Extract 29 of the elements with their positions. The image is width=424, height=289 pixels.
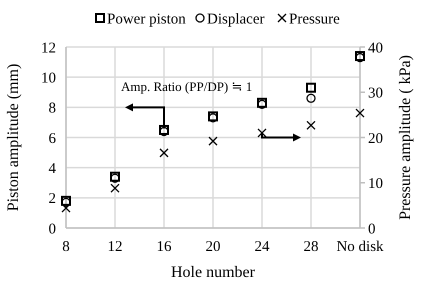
y2-tick-label: 30 — [368, 86, 383, 102]
x-tick-label: 16 — [156, 239, 172, 255]
y-tick-label: 6 — [48, 130, 56, 147]
x-axis-title: Hole number — [171, 264, 256, 281]
y2-tick-label: 0 — [368, 221, 376, 238]
y-tick-label: 4 — [48, 160, 56, 177]
x-tick-label: 8 — [62, 239, 70, 255]
y-tick-label: 8 — [48, 100, 56, 117]
y2-tick-label: 40 — [368, 40, 383, 56]
point — [306, 82, 316, 93]
x-tick-label: 28 — [304, 239, 318, 255]
y2-axis-title: Pressure amplitude ( kPa) — [397, 55, 414, 220]
legend-label: Displacer — [207, 11, 264, 28]
y-tick-label: 10 — [41, 70, 56, 86]
annotation: Amp. Ratio (PP/DP) ≒ 1 — [121, 79, 252, 94]
y-axis-title: Piston amplitude (mm) — [5, 64, 22, 212]
legend-label: Power piston — [107, 11, 186, 28]
x-tick-label: No disk — [336, 239, 384, 255]
y-tick-label: 12 — [41, 40, 56, 56]
point — [306, 120, 316, 130]
x-tick-label: 24 — [254, 239, 270, 255]
y-tick-label: 2 — [48, 191, 56, 208]
x-tick-label: 12 — [108, 239, 122, 255]
y-tick-label: 0 — [48, 221, 56, 238]
y2-tick-label: 20 — [368, 130, 383, 147]
y2-tick-label: 10 — [368, 176, 383, 192]
legend-label: Pressure — [289, 11, 340, 28]
x-tick-label: 20 — [206, 239, 220, 255]
point — [306, 94, 316, 103]
